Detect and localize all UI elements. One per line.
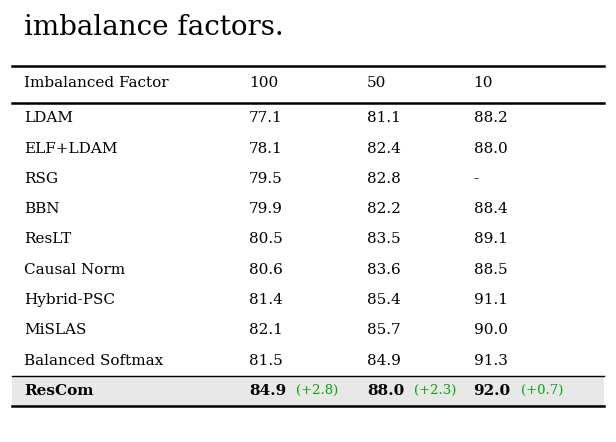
Text: Causal Norm: Causal Norm	[24, 263, 125, 277]
Text: Balanced Softmax: Balanced Softmax	[24, 354, 163, 368]
Text: (+2.8): (+2.8)	[296, 384, 338, 397]
Text: 50: 50	[367, 76, 386, 90]
Text: 88.0: 88.0	[474, 141, 508, 156]
Text: 88.0: 88.0	[367, 384, 404, 398]
Text: 88.4: 88.4	[474, 202, 508, 216]
Text: Hybrid-PSC: Hybrid-PSC	[24, 293, 115, 307]
Text: 84.9: 84.9	[249, 384, 286, 398]
Text: 79.9: 79.9	[249, 202, 283, 216]
Text: 100: 100	[249, 76, 278, 90]
Text: 90.0: 90.0	[474, 324, 508, 337]
Text: MiSLAS: MiSLAS	[24, 324, 86, 337]
Text: ResCom: ResCom	[24, 384, 94, 398]
Text: 82.1: 82.1	[249, 324, 283, 337]
Text: imbalance factors.: imbalance factors.	[24, 15, 284, 42]
Text: 10: 10	[474, 76, 493, 90]
Text: 81.4: 81.4	[249, 293, 283, 307]
Text: 83.5: 83.5	[367, 232, 401, 247]
Text: 83.6: 83.6	[367, 263, 401, 277]
Text: (+2.3): (+2.3)	[415, 384, 457, 397]
Text: 91.3: 91.3	[474, 354, 508, 368]
Text: 77.1: 77.1	[249, 111, 283, 125]
Text: Imbalanced Factor: Imbalanced Factor	[24, 76, 169, 90]
Text: BBN: BBN	[24, 202, 60, 216]
Text: ELF+LDAM: ELF+LDAM	[24, 141, 118, 156]
Text: 79.5: 79.5	[249, 172, 283, 186]
Text: 88.2: 88.2	[474, 111, 508, 125]
Text: 85.7: 85.7	[367, 324, 401, 337]
Text: ResLT: ResLT	[24, 232, 71, 247]
Text: 82.2: 82.2	[367, 202, 401, 216]
Text: 84.9: 84.9	[367, 354, 401, 368]
Text: 80.6: 80.6	[249, 263, 283, 277]
Text: 78.1: 78.1	[249, 141, 283, 156]
FancyBboxPatch shape	[12, 376, 604, 406]
Text: 89.1: 89.1	[474, 232, 508, 247]
Text: 81.5: 81.5	[249, 354, 283, 368]
Text: -: -	[474, 172, 479, 186]
Text: RSG: RSG	[24, 172, 59, 186]
Text: 81.1: 81.1	[367, 111, 401, 125]
Text: LDAM: LDAM	[24, 111, 73, 125]
Text: (+0.7): (+0.7)	[521, 384, 563, 397]
Text: 80.5: 80.5	[249, 232, 283, 247]
Text: 92.0: 92.0	[474, 384, 511, 398]
Text: 85.4: 85.4	[367, 293, 401, 307]
Text: 82.8: 82.8	[367, 172, 401, 186]
Text: 82.4: 82.4	[367, 141, 401, 156]
Text: 88.5: 88.5	[474, 263, 507, 277]
Text: 91.1: 91.1	[474, 293, 508, 307]
